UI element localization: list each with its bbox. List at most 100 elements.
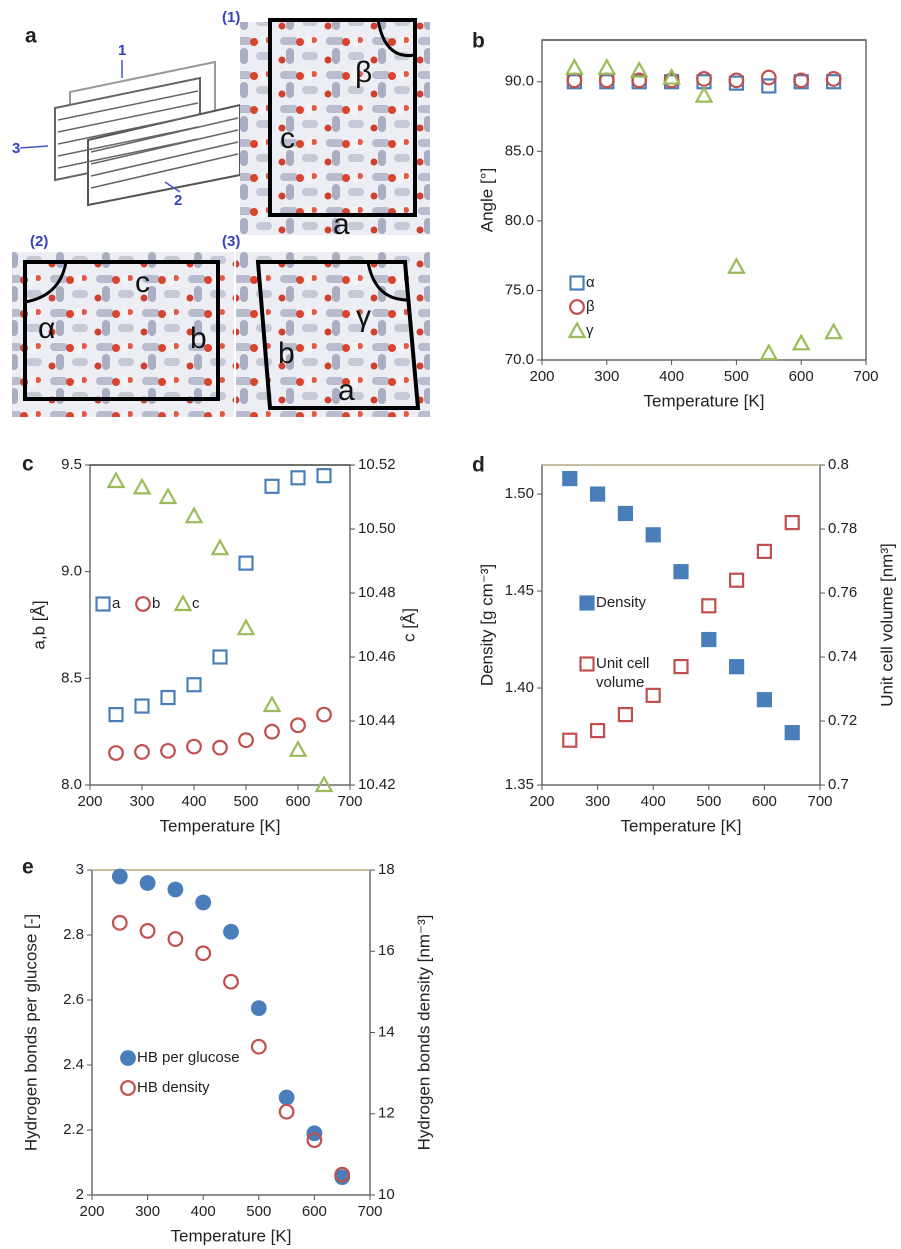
marker [761, 78, 777, 94]
marker [139, 923, 156, 939]
y-tick-label: 2.8 [63, 926, 84, 943]
plot-frame [541, 464, 821, 786]
marker [186, 738, 202, 755]
marker [278, 1103, 295, 1120]
y2-axis-title: c [Å] [399, 608, 418, 642]
marker [108, 745, 124, 761]
x-tick-label: 300 [129, 793, 154, 810]
legend-label: β [586, 298, 595, 315]
marker [694, 85, 714, 103]
y-tick-label: 70.0 [505, 351, 534, 368]
x-tick-label: 200 [79, 1203, 104, 1220]
marker [728, 72, 745, 89]
legend-label: γ [586, 322, 594, 339]
legend-label: HB density [137, 1079, 210, 1096]
marker [314, 775, 334, 793]
x-tick-label: 200 [77, 793, 102, 810]
marker [186, 677, 202, 693]
schematic-number: 1 [118, 42, 126, 59]
marker [212, 649, 228, 665]
marker [120, 1080, 136, 1096]
view-tag: (1) [222, 9, 240, 26]
x-tick-label: 300 [135, 1203, 160, 1220]
marker [160, 689, 176, 706]
cell-label: β [355, 56, 372, 89]
panel-label: b [472, 30, 485, 53]
y-axis-title: Hydrogen bonds per glucose [-] [21, 914, 40, 1151]
schematic-number: 2 [174, 192, 182, 209]
x-axis-title: Temperature [K] [171, 1226, 292, 1245]
x-tick-label: 400 [181, 793, 206, 810]
y2-tick-label: 10.42 [358, 776, 396, 793]
marker [617, 706, 634, 723]
marker [160, 742, 176, 759]
x-tick-label: 500 [724, 368, 749, 385]
cell-box [255, 260, 421, 410]
angle-arc [24, 261, 68, 304]
y-tick-label: 90.0 [505, 73, 534, 90]
x-axis-title: Temperature [K] [621, 816, 742, 835]
y2-tick-label: 0.74 [828, 648, 857, 665]
plot-frame [91, 869, 371, 1196]
marker [95, 596, 111, 612]
marker [306, 1132, 323, 1149]
marker [167, 931, 184, 947]
marker [223, 973, 239, 990]
x-tick-label: 500 [233, 793, 258, 810]
y2-tick-label: 10.50 [358, 520, 396, 537]
marker [262, 695, 282, 713]
y2-tick-label: 10.44 [358, 712, 396, 729]
panel-label: c [22, 453, 34, 476]
y-tick-label: 1.45 [505, 582, 534, 599]
marker [562, 470, 578, 487]
marker [132, 477, 152, 495]
x-tick-label: 400 [659, 368, 684, 385]
marker [134, 698, 150, 714]
marker [696, 71, 712, 87]
marker [111, 868, 128, 885]
marker [278, 1089, 295, 1106]
marker [824, 322, 843, 340]
x-tick-label: 500 [246, 1203, 271, 1220]
y2-tick-label: 18 [378, 861, 395, 878]
y-tick-label: 75.0 [505, 281, 534, 298]
y-tick-label: 1.50 [505, 485, 534, 502]
cell-label: a [333, 208, 350, 241]
marker [210, 538, 230, 556]
marker [569, 299, 585, 315]
marker [108, 706, 124, 723]
y2-tick-label: 0.8 [828, 456, 849, 473]
legend-label: α [586, 274, 595, 291]
marker [173, 594, 193, 612]
marker [565, 58, 584, 75]
cell-box [23, 260, 220, 401]
marker [238, 732, 254, 749]
marker [579, 595, 595, 611]
y-tick-label: 85.0 [505, 142, 534, 159]
marker [158, 487, 178, 505]
marker [662, 67, 681, 85]
y-tick-label: 9.5 [61, 456, 82, 473]
cell-label: γ [356, 300, 371, 333]
y-tick-label: 8.5 [61, 669, 82, 686]
marker [728, 659, 745, 675]
schematic [19, 60, 241, 207]
marker [184, 506, 204, 524]
marker [167, 881, 184, 898]
schematic-number: 3 [12, 140, 20, 157]
x-tick-label: 500 [696, 793, 721, 810]
x-tick-label: 700 [853, 368, 878, 385]
cell-label: α [38, 312, 55, 345]
marker [288, 740, 308, 757]
marker [760, 69, 777, 86]
panel-label: a [25, 25, 37, 48]
y-axis-title: Density [g cm⁻³] [477, 564, 496, 686]
marker [597, 58, 617, 75]
angle-arc [376, 19, 416, 58]
y-tick-label: 8.0 [61, 776, 82, 793]
legend-label: c [192, 595, 200, 612]
marker [250, 1000, 267, 1017]
legend-label: b [152, 595, 161, 612]
y-tick-label: 9.0 [61, 563, 82, 580]
